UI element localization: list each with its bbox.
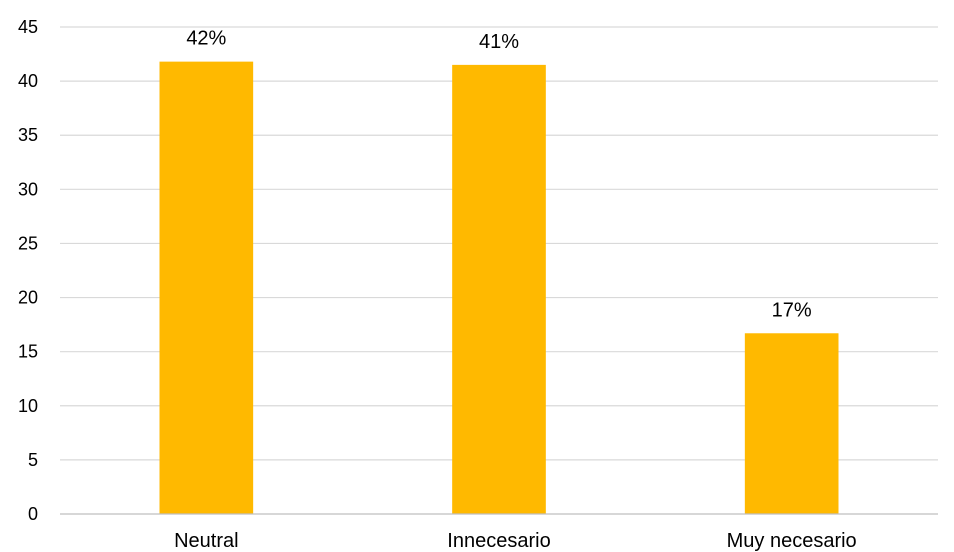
y-tick-label: 15 — [18, 342, 38, 362]
y-tick-label: 40 — [18, 71, 38, 91]
bar-muy-necesario — [744, 333, 839, 514]
y-tick-label: 35 — [18, 125, 38, 145]
bars — [159, 61, 839, 515]
y-tick-label: 20 — [18, 288, 38, 308]
category-label: Innecesario — [447, 530, 550, 552]
data-label: 42% — [186, 28, 226, 50]
bar-innecesario — [452, 64, 546, 514]
category-label: Muy necesario — [727, 530, 857, 552]
y-tick-label: 0 — [28, 504, 38, 524]
y-tick-label: 5 — [28, 450, 38, 470]
category-labels: Neutral Innecesario Muy necesario — [174, 530, 857, 552]
data-labels: 42% 41% 17% — [186, 28, 812, 322]
y-tick-label: 25 — [18, 233, 38, 253]
bar-neutral — [159, 61, 254, 515]
y-tick-label: 10 — [18, 396, 38, 416]
data-label: 41% — [479, 31, 519, 53]
category-label: Neutral — [174, 530, 238, 552]
data-label: 17% — [772, 299, 812, 321]
y-axis-tick-labels: 0 5 10 15 20 25 30 35 40 45 — [18, 17, 38, 524]
y-tick-label: 45 — [18, 17, 38, 37]
y-tick-label: 30 — [18, 179, 38, 199]
